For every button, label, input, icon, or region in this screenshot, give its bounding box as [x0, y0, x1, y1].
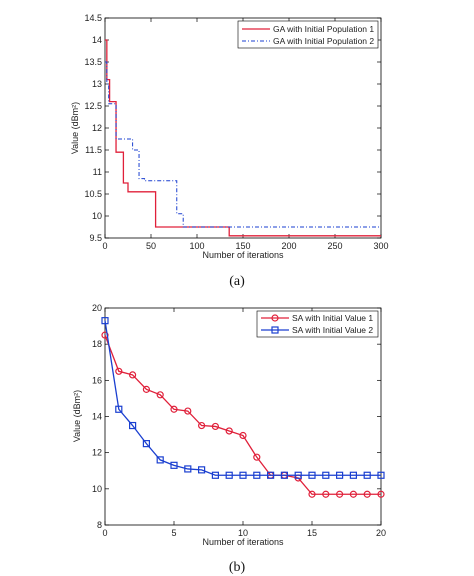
- chart-a-x-tick-label: 100: [189, 241, 204, 251]
- chart-b-series-1-point: [225, 427, 233, 435]
- chart-b-x-tick-label: 20: [376, 528, 386, 538]
- chart-a-y-tick-label: 10.5: [84, 189, 102, 199]
- chart-b-series-1-point: [198, 421, 206, 430]
- chart-b-legend-label-1: SA with Initial Value 1: [292, 313, 373, 323]
- chart-b-ticks: 0 5 10 15 20 8 10 12 14 16 18 20: [92, 303, 386, 538]
- chart-b-series-1-point: [156, 391, 164, 399]
- chart-b-y-tick-label: 16: [92, 375, 102, 385]
- chart-b-y-tick-label: 12: [92, 448, 102, 458]
- chart-b-series-2-point: [267, 471, 275, 479]
- chart-a-x-tick-label: 50: [146, 241, 156, 251]
- chart-a-y-tick-label: 12: [92, 123, 102, 133]
- chart-a-x-axis-label: Number of iterations: [202, 250, 284, 260]
- chart-a-legend-label-1: GA with Initial Population 1: [273, 24, 374, 34]
- chart-a-series: [105, 39, 381, 237]
- chart-a-x-tick-label: 200: [281, 241, 296, 251]
- chart-b-series: [101, 317, 385, 498]
- chart-b-legend: SA with Initial Value 1 SA with Initial …: [256, 310, 379, 338]
- chart-b-series-2-point: [349, 471, 357, 479]
- chart-b-series-2-point: [253, 471, 261, 479]
- chart-b-x-tick-label: 15: [307, 528, 317, 538]
- chart-b-series-1-point: [211, 422, 219, 431]
- chart-b-series-1-point: [336, 490, 344, 498]
- chart-a-legend-box: [237, 20, 379, 49]
- chart-b-series-2-point: [294, 471, 302, 479]
- chart-b-series-2-point: [239, 471, 247, 479]
- chart-b-series-1-point: [253, 453, 261, 461]
- chart-b-series-1-point: [322, 490, 330, 498]
- chart-b-series-1-line: [104, 334, 381, 495]
- chart-b-x-tick-label: 10: [238, 528, 248, 538]
- chart-a-x-tick-label: 250: [327, 241, 342, 251]
- chart-a-series-1-line: [105, 39, 381, 237]
- chart-b-series-2-point: [101, 317, 109, 325]
- chart-b-series-2-point: [170, 461, 178, 469]
- chart-b-legend-label-2: SA with Initial Value 2: [292, 325, 373, 335]
- chart-b-x-tick-label: 5: [171, 528, 176, 538]
- chart-b-series-1-point: [349, 490, 357, 498]
- chart-b-y-tick-label: 18: [92, 339, 102, 349]
- chart-b-series-2-point: [129, 421, 137, 430]
- chart-a-legend: GA with Initial Population 1 GA with Ini…: [237, 20, 379, 49]
- chart-a-plot-area: [104, 17, 382, 239]
- chart-b-series-1-point: [239, 431, 247, 440]
- chart-a-x-tick-label: 0: [102, 241, 107, 251]
- chart-a-y-tick-label: 13.5: [84, 57, 102, 67]
- chart-b-y-tick-label: 14: [92, 412, 102, 422]
- chart-a-y-axis-label: Value (dBm²): [70, 102, 80, 154]
- chart-a-legend-label-2: GA with Initial Population 2: [273, 36, 374, 46]
- chart-b: 0 5 10 15 20 8 10 12 14 16 18 20 Number of iteratio…: [72, 303, 386, 575]
- chart-b-x-axis-label: Number of iterations: [202, 537, 284, 547]
- chart-b-caption: (b): [229, 560, 246, 575]
- chart-a-y-tick-label: 9.5: [89, 233, 102, 243]
- chart-b-series-1-point: [363, 490, 371, 498]
- chart-b-series-2-point: [322, 471, 330, 479]
- chart-b-series-1-point: [101, 331, 109, 339]
- chart-b-series-2-point: [280, 471, 288, 479]
- chart-b-series-2-point: [156, 456, 164, 464]
- chart-b-legend-marker-1: [271, 314, 279, 322]
- chart-b-series-2-point: [336, 471, 344, 479]
- chart-a-y-tick-label: 13: [92, 79, 102, 89]
- chart-b-series-2-point: [142, 440, 150, 448]
- chart-b-series-2-line: [104, 320, 381, 476]
- chart-a-y-tick-label: 14.5: [84, 13, 102, 23]
- chart-a-x-tick-label: 150: [235, 241, 250, 251]
- chart-b-series-1-point: [129, 371, 137, 379]
- chart-a-ticks: 0 50 100 150 200 250 300 9.5 10 10.5 11 11.5 12 12.5 1…: [84, 13, 388, 251]
- chart-a-caption: (a): [229, 274, 245, 289]
- chart-b-y-tick-label: 20: [92, 303, 102, 313]
- chart-b-series-1-point: [115, 367, 123, 375]
- chart-b-series-1-point: [184, 407, 192, 415]
- chart-b-series-2-point: [198, 466, 206, 474]
- chart-b-series-2-point: [308, 471, 316, 479]
- chart-b-series-1-point: [170, 405, 178, 413]
- chart-b-x-tick-label: 0: [102, 528, 107, 538]
- chart-a-y-tick-label: 11.5: [85, 145, 102, 155]
- chart-b-series-1-point: [308, 490, 316, 498]
- chart-b-series-2-point: [363, 471, 371, 479]
- chart-a-y-tick-label: 10: [92, 211, 102, 221]
- chart-b-legend-marker-2: [271, 326, 279, 334]
- chart-a: 0 50 100 150 200 250 300 9.5 10 10.5 11 11.5 12 12.5 1…: [70, 13, 389, 289]
- chart-b-series-2-point: [184, 465, 192, 473]
- chart-a-y-tick-label: 14: [92, 35, 102, 45]
- chart-a-y-tick-label: 11: [93, 167, 102, 177]
- chart-b-series-2-point: [377, 471, 385, 479]
- chart-a-x-tick-label: 300: [373, 241, 388, 251]
- chart-b-y-axis-label: Value (dBm²): [72, 390, 82, 442]
- chart-b-y-tick-label: 8: [97, 520, 102, 530]
- chart-b-series-2-point: [225, 471, 233, 479]
- chart-b-series-2-point: [211, 471, 219, 479]
- chart-b-plot-area: [104, 307, 382, 526]
- chart-a-y-tick-label: 12.5: [84, 101, 102, 111]
- chart-b-series-2-point: [115, 405, 123, 413]
- chart-b-y-tick-label: 10: [92, 484, 102, 494]
- chart-b-series-1-point: [377, 490, 385, 498]
- chart-b-series-1-point: [142, 385, 150, 393]
